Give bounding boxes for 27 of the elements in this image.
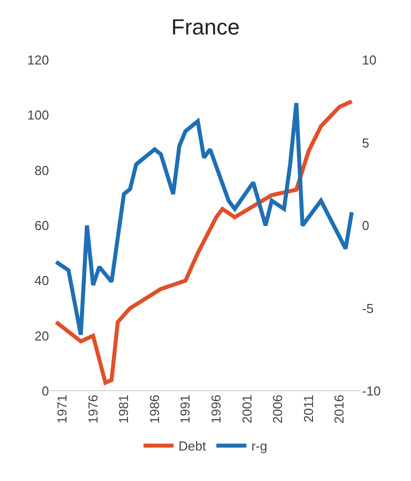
- y2-tick-label: 0: [362, 218, 370, 234]
- x-tick-label: 1981: [116, 394, 132, 424]
- x-tick-label: 2001: [239, 394, 254, 424]
- y-tick-label: 20: [34, 328, 49, 344]
- legend-label: Debt: [178, 438, 206, 454]
- chart-title: France: [171, 14, 240, 40]
- x-tick-label: 1991: [178, 394, 193, 424]
- y2-tick-label: 5: [362, 135, 370, 150]
- x-tick-label: 1986: [146, 394, 162, 424]
- line-series: [54, 99, 354, 385]
- y2-tick-label: -5: [362, 300, 374, 316]
- line-series: [54, 101, 354, 337]
- y2-tick-label: -10: [362, 384, 381, 399]
- y-tick-label: 100: [27, 108, 49, 123]
- x-tick-label: 1971: [54, 394, 70, 424]
- x-tick-label: 2016: [332, 394, 347, 424]
- y-tick-label: 80: [34, 162, 49, 178]
- x-tick-label: 1976: [85, 394, 100, 424]
- x-tick-label: 2011: [300, 394, 316, 423]
- y-tick-label: 120: [27, 52, 49, 68]
- x-tick-label: 2006: [270, 394, 286, 424]
- y-tick-label: 0: [42, 384, 49, 399]
- legend-label: r-g: [251, 438, 268, 454]
- y-tick-label: 60: [34, 218, 49, 234]
- y-tick-label: 40: [34, 273, 49, 288]
- y2-tick-label: 10: [362, 52, 376, 68]
- x-tick-label: 1996: [208, 394, 224, 424]
